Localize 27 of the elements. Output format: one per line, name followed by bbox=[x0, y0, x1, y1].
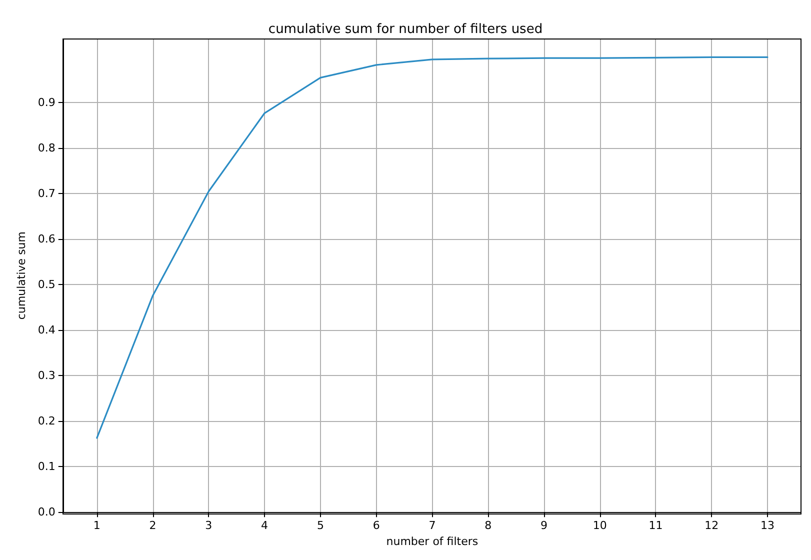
y-tick-label: 0.9 bbox=[38, 96, 56, 110]
y-tick-label: 0.1 bbox=[38, 460, 56, 474]
chart-title: cumulative sum for number of filters used bbox=[268, 22, 543, 37]
x-tick-label: 8 bbox=[484, 519, 492, 532]
x-tick-label: 10 bbox=[592, 519, 607, 532]
x-tick-label: 3 bbox=[205, 519, 212, 532]
x-tick-label: 11 bbox=[648, 519, 663, 532]
y-tick-label: 0.8 bbox=[38, 142, 56, 155]
x-tick-label: 6 bbox=[372, 519, 380, 532]
x-tick-label: 13 bbox=[760, 519, 774, 532]
y-tick-label: 0.5 bbox=[38, 278, 56, 292]
x-tick-label: 12 bbox=[704, 519, 719, 532]
x-tick-label: 1 bbox=[93, 519, 100, 532]
line-series bbox=[96, 56, 768, 439]
text: 0.0 bbox=[38, 506, 56, 519]
y-tick-label: 0.7 bbox=[38, 187, 56, 200]
x-tick-label: 2 bbox=[149, 519, 156, 532]
y-axis-title: cumulative sum bbox=[15, 232, 28, 320]
x-tick-label: 4 bbox=[261, 519, 268, 532]
x-tick-label: 5 bbox=[316, 519, 324, 532]
x-axis-title: number of filters bbox=[386, 535, 478, 548]
y-tick-label: 0.2 bbox=[38, 414, 56, 428]
y-tick-label: 0.4 bbox=[38, 324, 56, 337]
y-tick-label: 0.6 bbox=[38, 232, 56, 246]
x-tick-label: 9 bbox=[540, 519, 548, 532]
x-tick-label: 7 bbox=[428, 519, 436, 532]
y-tick-label: 0.3 bbox=[38, 369, 56, 382]
